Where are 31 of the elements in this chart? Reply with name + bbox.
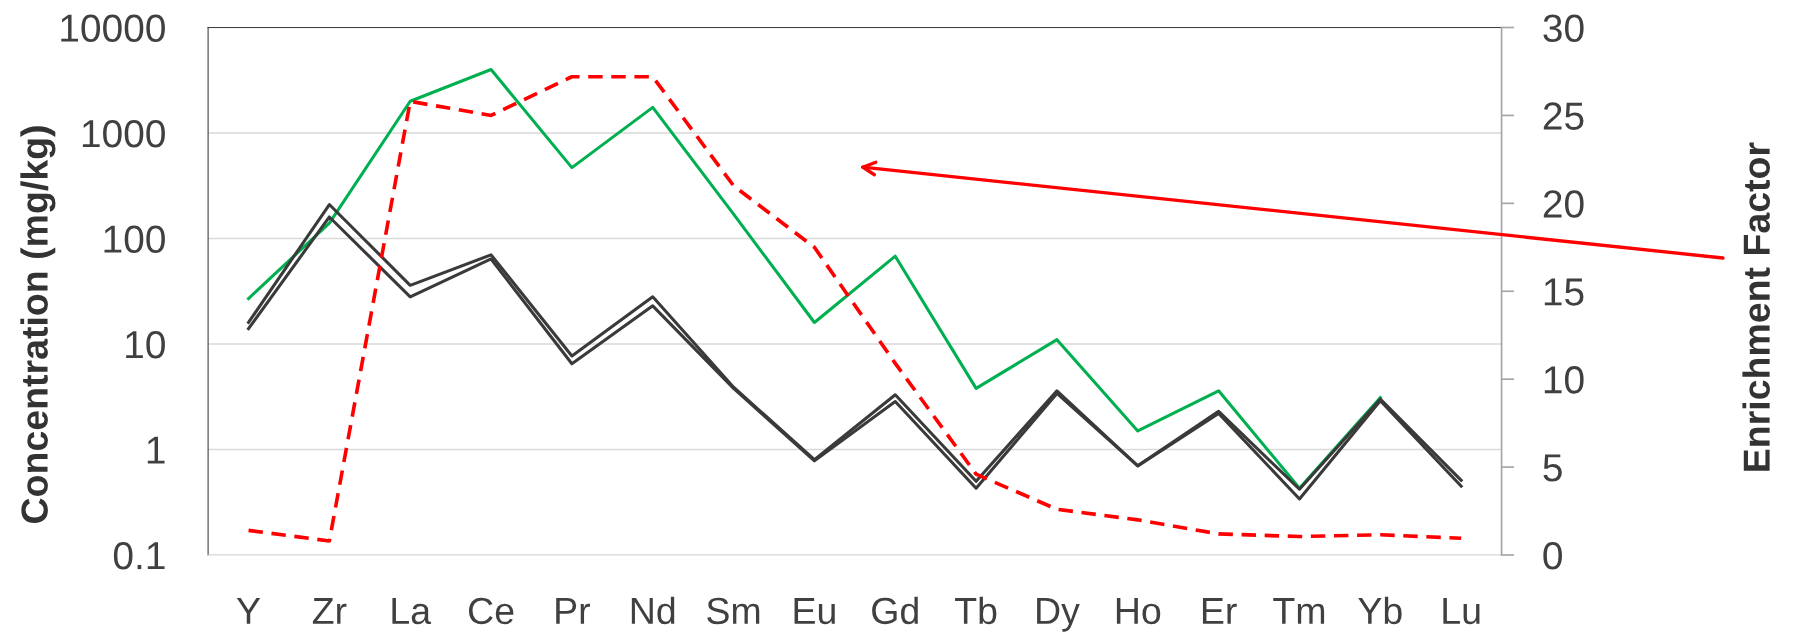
x-tick-label: Sm: [707, 597, 760, 625]
x-tick-label: Ce: [468, 597, 514, 625]
y-tick-label: 100: [104, 225, 165, 253]
x-tick-label: Nd: [631, 596, 675, 625]
x-tick-label: Pr: [556, 598, 591, 624]
x-tick-label: Dy: [1037, 598, 1080, 632]
y2-tick-label: 20: [1543, 190, 1584, 218]
x-tick-label: Yb: [1358, 596, 1402, 625]
y-tick-label: 0.1: [113, 541, 165, 570]
x-tick-label: Er: [1202, 598, 1237, 624]
x-tick-label: Zr: [312, 598, 347, 624]
x-tick-label: Lu: [1443, 598, 1480, 625]
y2-tick-label: 30: [1543, 14, 1584, 42]
y2-tick-label: 25: [1543, 102, 1584, 130]
x-tick-label: Tm: [1273, 598, 1325, 624]
y-tick-label: 1: [147, 436, 165, 464]
y-tick-label: 10000: [61, 14, 165, 42]
y2-tick-label: 0: [1543, 541, 1562, 570]
y-axis-title: Concentration (mg/kg): [20, 126, 56, 523]
x-tick-label: Y: [236, 598, 261, 624]
y-tick-label: 1000: [82, 119, 165, 148]
y2-tick-label: 15: [1544, 278, 1584, 306]
y-tick-label: 10: [126, 330, 165, 359]
y2-tick-label: 10: [1544, 366, 1584, 394]
x-tick-label: La: [392, 598, 432, 625]
y2-axis-title: Enrichment Factor: [1742, 142, 1770, 471]
y2-tick-label: 5: [1543, 454, 1562, 482]
x-tick-label: Gd: [872, 596, 918, 625]
x-tick-label: Tb: [955, 596, 997, 625]
x-tick-label: Eu: [794, 598, 835, 625]
x-tick-label: Ho: [1116, 598, 1161, 625]
